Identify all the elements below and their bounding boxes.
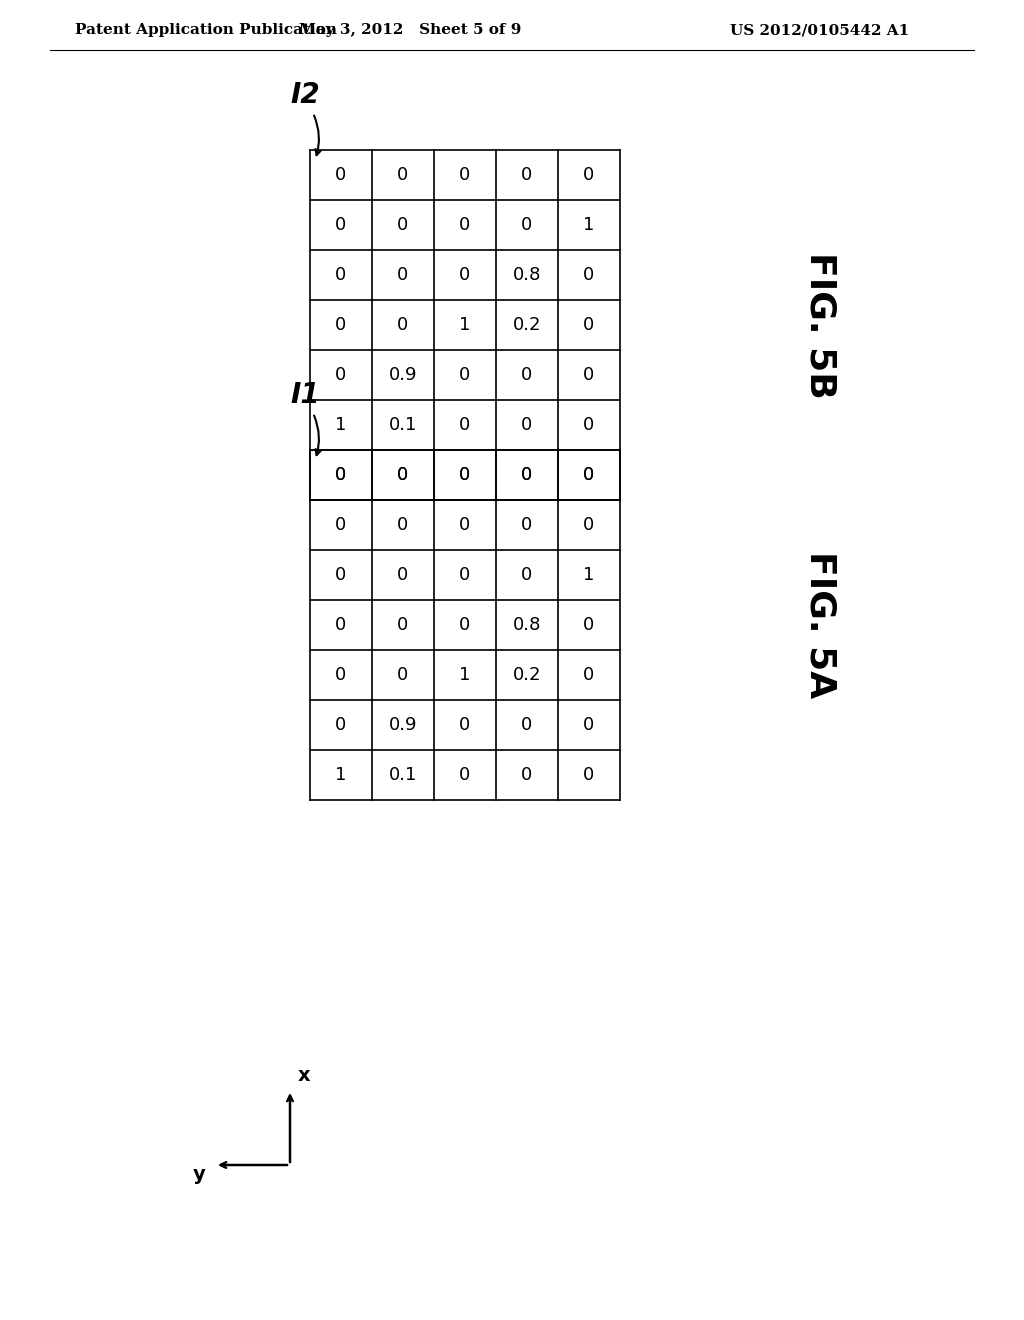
Text: May 3, 2012   Sheet 5 of 9: May 3, 2012 Sheet 5 of 9 — [299, 22, 521, 37]
Text: 0: 0 — [460, 715, 471, 734]
Text: I1: I1 — [290, 381, 319, 409]
Text: 0: 0 — [336, 616, 347, 634]
Text: 0: 0 — [584, 366, 595, 384]
Text: 1: 1 — [460, 315, 471, 334]
Text: 0: 0 — [521, 466, 532, 484]
Text: 1: 1 — [584, 216, 595, 234]
Text: 0.9: 0.9 — [389, 715, 417, 734]
Text: 0.8: 0.8 — [513, 267, 542, 284]
Text: 0: 0 — [460, 166, 471, 183]
Text: y: y — [193, 1166, 206, 1184]
Text: 1: 1 — [460, 667, 471, 684]
Text: 0: 0 — [336, 715, 347, 734]
Text: 0.9: 0.9 — [389, 366, 417, 384]
Text: 0: 0 — [521, 566, 532, 583]
Text: US 2012/0105442 A1: US 2012/0105442 A1 — [730, 22, 909, 37]
Text: 0: 0 — [336, 516, 347, 535]
Text: 0: 0 — [584, 315, 595, 334]
Text: 0: 0 — [584, 466, 595, 484]
Text: 0: 0 — [397, 216, 409, 234]
Text: 0: 0 — [521, 715, 532, 734]
Text: 0: 0 — [460, 267, 471, 284]
Text: 0: 0 — [336, 366, 347, 384]
Text: 0: 0 — [521, 166, 532, 183]
Text: 0: 0 — [584, 166, 595, 183]
Text: 0: 0 — [336, 216, 347, 234]
Text: 0: 0 — [336, 466, 347, 484]
Text: 0.1: 0.1 — [389, 766, 417, 784]
Text: 0: 0 — [397, 667, 409, 684]
Text: FIG. 5A: FIG. 5A — [803, 552, 837, 698]
Text: 0: 0 — [336, 667, 347, 684]
Text: 0: 0 — [460, 466, 471, 484]
Text: 0: 0 — [336, 466, 347, 484]
Text: x: x — [298, 1067, 310, 1085]
Text: 0: 0 — [397, 616, 409, 634]
Text: 0: 0 — [460, 616, 471, 634]
Text: 0: 0 — [397, 566, 409, 583]
Text: 0: 0 — [521, 216, 532, 234]
Text: 0.2: 0.2 — [513, 667, 542, 684]
Text: 0.8: 0.8 — [513, 616, 542, 634]
Text: 0: 0 — [584, 715, 595, 734]
Text: 1: 1 — [335, 416, 347, 434]
Text: 0: 0 — [397, 516, 409, 535]
Text: 0: 0 — [521, 516, 532, 535]
Text: 0: 0 — [584, 416, 595, 434]
Text: 0: 0 — [584, 616, 595, 634]
Text: 0: 0 — [584, 267, 595, 284]
Text: 0: 0 — [521, 416, 532, 434]
Text: 0: 0 — [460, 766, 471, 784]
Text: 0: 0 — [584, 766, 595, 784]
Text: 0: 0 — [336, 267, 347, 284]
Text: 0: 0 — [336, 166, 347, 183]
Text: 0: 0 — [460, 466, 471, 484]
Text: 0: 0 — [521, 766, 532, 784]
Text: 0: 0 — [521, 466, 532, 484]
Text: Patent Application Publication: Patent Application Publication — [75, 22, 337, 37]
Text: 0: 0 — [584, 667, 595, 684]
Text: 0: 0 — [584, 466, 595, 484]
Text: 0: 0 — [397, 267, 409, 284]
Text: I2: I2 — [290, 81, 319, 110]
Text: 0: 0 — [460, 516, 471, 535]
Text: 0: 0 — [460, 416, 471, 434]
Text: FIG. 5B: FIG. 5B — [803, 252, 837, 399]
Text: 0: 0 — [336, 566, 347, 583]
Text: 0: 0 — [397, 315, 409, 334]
Text: 0: 0 — [397, 466, 409, 484]
Text: 0: 0 — [397, 166, 409, 183]
Text: 1: 1 — [335, 766, 347, 784]
Text: 0: 0 — [336, 315, 347, 334]
Text: 0: 0 — [584, 516, 595, 535]
Text: 0: 0 — [460, 566, 471, 583]
Text: 0.1: 0.1 — [389, 416, 417, 434]
Text: 1: 1 — [584, 566, 595, 583]
Text: 0: 0 — [460, 366, 471, 384]
Text: 0: 0 — [397, 466, 409, 484]
Text: 0: 0 — [521, 366, 532, 384]
Text: 0: 0 — [460, 216, 471, 234]
Text: 0.2: 0.2 — [513, 315, 542, 334]
